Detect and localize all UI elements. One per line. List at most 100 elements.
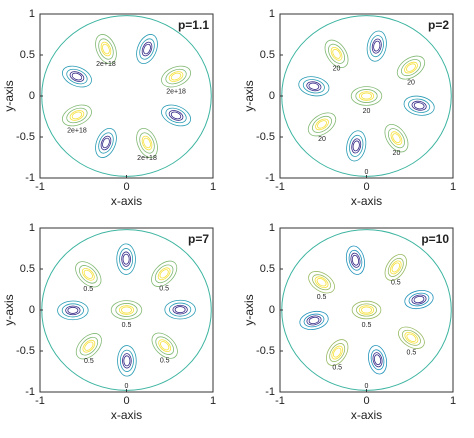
contour-line xyxy=(308,316,320,325)
contour-line xyxy=(168,110,184,121)
x-tick-label: 1 xyxy=(210,395,216,407)
contour-line xyxy=(306,81,322,92)
contour-line xyxy=(119,349,134,372)
contour-line xyxy=(143,137,151,149)
contour-label: 20 xyxy=(407,79,415,86)
contour-line xyxy=(384,254,407,281)
contour-line xyxy=(312,274,332,291)
y-tick-label: -1 xyxy=(265,172,275,184)
contour-line xyxy=(390,260,402,275)
contour-line xyxy=(122,253,130,265)
contour-line xyxy=(408,98,431,113)
contour-line xyxy=(123,355,131,367)
contour-line xyxy=(355,89,378,103)
contour-line xyxy=(139,38,155,60)
x-tick-label: 0 xyxy=(363,395,369,407)
contour-line xyxy=(371,38,382,54)
contour-line xyxy=(67,306,79,314)
contour-line xyxy=(169,302,192,317)
contour-label: 20 xyxy=(393,150,401,157)
contour-line xyxy=(392,133,401,144)
contour-label: 20 xyxy=(363,108,371,115)
boundary xyxy=(41,15,212,177)
contour-line xyxy=(141,135,153,151)
contour-line xyxy=(330,46,343,61)
contour-line xyxy=(356,303,377,317)
contour-label: 0 xyxy=(365,169,369,176)
contour-line xyxy=(154,264,174,284)
y-tick-label: 0.5 xyxy=(20,263,35,275)
contour-line xyxy=(170,72,182,81)
contour-line xyxy=(299,310,329,330)
contour-line xyxy=(406,333,417,342)
y-tick-label: 0 xyxy=(29,90,35,102)
contour-line xyxy=(411,100,427,111)
contour-label: 0.5 xyxy=(407,350,417,357)
contour-line xyxy=(95,127,117,158)
panel-title: p=10 xyxy=(421,232,449,246)
contour-line xyxy=(369,35,384,58)
panel: 0.5 0.5 0.5 0.5 0.5 0 -1 0 1 -1 -0.5 0 0.5 1 p=7 x-axis… xyxy=(2,222,216,422)
contour-line xyxy=(358,305,375,315)
panel: 20 20 20 20 20 0 -1 0 1 -1 -0.5 0 0.5 1 p=2 x-axis y-axi… xyxy=(242,8,456,208)
y-axis-label: y-axis xyxy=(2,80,16,111)
contour-line xyxy=(172,304,188,315)
y-tick-label: -0.5 xyxy=(256,345,275,357)
contour-label: 0.5 xyxy=(160,358,170,365)
contour-line xyxy=(141,41,153,57)
contour-line xyxy=(83,269,93,279)
contour-line xyxy=(165,107,187,124)
contour-line xyxy=(307,112,337,137)
contour-line xyxy=(161,65,192,88)
contour-line xyxy=(71,111,83,120)
contour-line xyxy=(332,48,341,59)
contour-line xyxy=(66,68,88,85)
contour-line xyxy=(100,135,112,151)
contour-line xyxy=(384,124,409,153)
contour-line xyxy=(143,43,151,55)
contour-line xyxy=(351,300,382,320)
contour-line xyxy=(66,107,88,124)
contour-line xyxy=(413,295,425,304)
x-axis-label: x-axis xyxy=(351,408,382,422)
contour-line xyxy=(139,132,155,154)
contour-line xyxy=(136,34,158,65)
contour-label: 0.5 xyxy=(391,279,401,286)
y-tick-label: 1 xyxy=(269,8,275,20)
contour-line xyxy=(122,353,132,369)
panel-title: p=2 xyxy=(428,18,449,32)
panel: 2e+18 2e+18 2e+18 2e+18 -1 0 1 -1 -0.5 0 0.5 1 p=1.1… xyxy=(2,8,216,208)
contour-line xyxy=(174,306,186,314)
contour-line xyxy=(158,339,172,353)
axes-box xyxy=(279,227,454,393)
contour-label: 0.5 xyxy=(83,286,93,293)
contour-line xyxy=(151,332,178,359)
contour-line xyxy=(351,254,360,266)
panel-title: p=1.1 xyxy=(178,18,209,32)
y-tick-label: 0.5 xyxy=(260,263,275,275)
contour-label: 2e+18 xyxy=(96,61,116,68)
x-axis-label: x-axis xyxy=(111,194,142,208)
contour-line xyxy=(398,326,425,349)
y-axis-label: y-axis xyxy=(242,294,256,325)
contour-label: 20 xyxy=(318,136,326,143)
contour-label: 0.5 xyxy=(84,358,94,365)
contour-line xyxy=(61,303,84,318)
contour-line xyxy=(404,290,434,310)
y-tick-label: -1 xyxy=(25,386,35,398)
contour-line xyxy=(413,102,425,110)
contour-line xyxy=(170,111,182,120)
contour-line xyxy=(373,40,381,52)
contour-line xyxy=(345,245,365,275)
contour-line xyxy=(404,331,419,344)
contour-line xyxy=(151,260,178,287)
x-axis-label: x-axis xyxy=(351,194,382,208)
contour-label: 0.5 xyxy=(159,286,169,293)
contour-line xyxy=(372,352,383,368)
y-tick-label: -0.5 xyxy=(256,131,275,143)
y-tick-label: 1 xyxy=(29,8,35,20)
x-tick-label: 0 xyxy=(363,181,369,193)
contour-line xyxy=(61,104,92,127)
contour-line xyxy=(373,354,382,366)
